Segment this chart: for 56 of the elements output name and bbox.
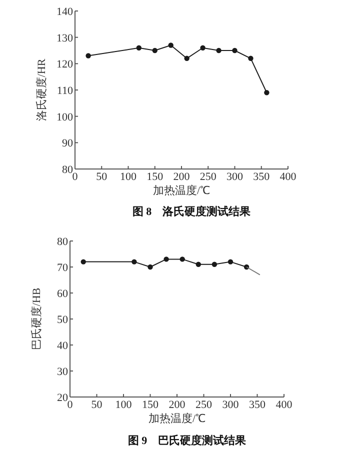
y-tick-label: 30 [57,366,68,378]
x-tick-label: 350 [249,399,266,411]
x-tick-label: 400 [280,171,297,183]
x-tick-label: 400 [276,399,293,411]
y-tick-label: 50 [57,314,68,326]
y-tick-label: 120 [56,58,74,71]
point [196,262,201,267]
x-tick-label: 0 [67,399,74,411]
point [232,48,238,54]
x-tick-label: 250 [200,171,217,183]
y-tick-label: 110 [56,85,74,97]
point [212,262,218,267]
point [152,48,158,54]
x-tick-label: 100 [115,399,132,411]
y-axis-title: 巴氏硬度/HB [30,288,43,350]
x-tick-label: 50 [91,399,103,411]
point [132,259,137,264]
point [164,256,169,262]
x-tick-label: 150 [146,171,164,183]
point [200,45,206,50]
x-tick-label: 100 [120,171,137,183]
text: 图 9 巴氏硬度测试结果 [128,434,248,447]
y-axis-title: 洛氏硬度/HR [35,58,48,122]
x-axis-title: 加热温度/℃ [148,412,206,425]
point [184,56,190,61]
y-tick-label: 80 [57,236,68,248]
y-tick-label: 140 [56,6,74,18]
x-tick-label: 200 [173,171,190,183]
x-tick-label: 150 [142,399,159,411]
y-tick-label: 90 [62,138,74,150]
text: 图 8 洛氏硬度测试结果 [132,205,252,218]
point [264,90,270,96]
y-tick-label: 100 [56,111,74,124]
x-tick-label: 350 [253,171,270,183]
point [80,259,86,264]
x-tick-label: 0 [72,171,78,183]
y-tick-label: 70 [57,262,68,274]
point [228,259,234,264]
x-tick-label: 50 [96,171,108,183]
point [216,48,222,54]
point [148,264,153,270]
y-tick-label: 80 [62,164,74,176]
point [86,53,91,58]
point [248,56,254,61]
x-tick-label: 300 [222,399,240,411]
point [168,42,174,48]
point [136,45,142,50]
x-tick-label: 250 [196,399,212,411]
y-tick-label: 40 [57,340,68,352]
y-tick-label: 60 [57,288,68,300]
y-tick-label: 20 [57,392,68,404]
x-tick-label: 200 [168,399,186,411]
x-axis-title: 加热温度/℃ [152,184,210,197]
y-tick-label: 130 [56,32,74,44]
point [180,256,185,262]
x-tick-label: 300 [226,171,244,183]
